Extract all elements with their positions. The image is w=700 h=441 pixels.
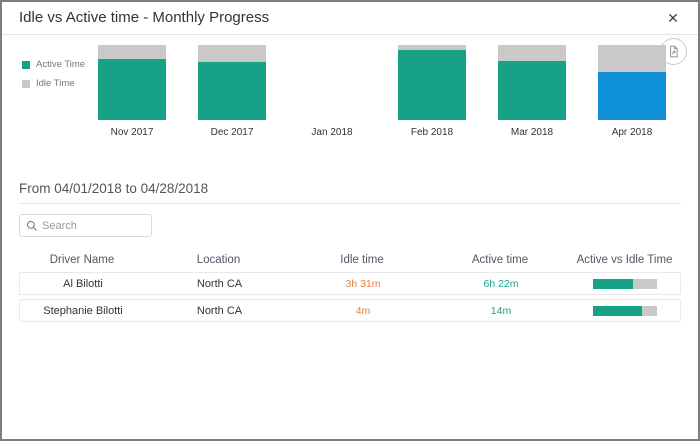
idle-segment <box>598 45 666 72</box>
active-vs-idle-bar <box>592 278 657 289</box>
search-icon <box>26 220 37 231</box>
chart-column-dec-2017[interactable]: Dec 2017 <box>182 45 282 138</box>
dialog-title: Idle vs Active time - Monthly Progress <box>19 9 270 26</box>
active-vs-idle-fill <box>592 278 634 289</box>
monthly-progress-chart: Active Time Idle Time Nov 2017 Dec 2017 Ja… <box>2 37 698 165</box>
legend-label-idle: Idle Time <box>36 78 75 89</box>
chart-column-mar-2018[interactable]: Mar 2018 <box>482 45 582 138</box>
month-label: Feb 2018 <box>410 127 454 138</box>
active-vs-idle-bar <box>592 305 657 316</box>
col-header-active-vs-idle: Active vs Idle Time <box>576 254 673 266</box>
idle-segment <box>398 45 466 51</box>
month-label: Jan 2018 <box>311 127 353 138</box>
cell-location: North CA <box>196 277 243 290</box>
table-body: Al Bilotti North CA 3h 31m 6h 22m Stephanie … <box>19 272 681 322</box>
cell-driver-name: Al Bilotti <box>63 277 103 290</box>
export-report-icon <box>667 45 680 58</box>
cell-idle-time: 4m <box>355 304 371 317</box>
cell-active-time: 14m <box>490 304 512 317</box>
col-header-location: Location <box>196 254 241 266</box>
cell-active-time: 6h 22m <box>483 277 519 290</box>
table-header: Driver Name Location Idle time Active ti… <box>19 250 681 270</box>
period-heading: From 04/01/2018 to 04/28/2018 <box>19 181 681 204</box>
idle-time-swatch <box>22 79 30 88</box>
month-label: Dec 2017 <box>210 127 254 138</box>
col-header-active-time: Active time <box>471 254 529 266</box>
cell-idle-time: 3h 31m <box>345 277 381 290</box>
active-segment <box>498 60 566 120</box>
active-time-swatch <box>22 60 30 69</box>
stacked-bar[interactable] <box>298 45 366 120</box>
stacked-bar[interactable] <box>98 45 166 120</box>
month-label: Nov 2017 <box>110 127 154 138</box>
legend-item-active: Active Time <box>22 59 85 70</box>
cell-location: North CA <box>196 304 243 317</box>
close-icon[interactable]: ✕ <box>667 10 679 26</box>
idle-segment <box>498 45 566 61</box>
chart-column-nov-2017[interactable]: Nov 2017 <box>82 45 182 138</box>
search-input[interactable] <box>42 219 151 232</box>
stacked-bar[interactable] <box>398 45 466 120</box>
chart-columns: Nov 2017 Dec 2017 Jan 2018 Feb 2018 Mar 2018… <box>82 45 682 138</box>
idle-segment <box>98 45 166 59</box>
chart-legend: Active Time Idle Time <box>22 59 85 97</box>
legend-item-idle: Idle Time <box>22 78 85 89</box>
stacked-bar[interactable] <box>598 45 666 120</box>
dialog-header: Idle vs Active time - Monthly Progress ✕ <box>2 2 698 35</box>
legend-label-active: Active Time <box>36 59 86 70</box>
idle-segment <box>198 45 266 63</box>
cell-active-vs-idle <box>569 305 680 316</box>
stacked-bar[interactable] <box>498 45 566 120</box>
table-row[interactable]: Al Bilotti North CA 3h 31m 6h 22m <box>19 272 681 295</box>
search-box[interactable] <box>19 214 152 237</box>
chart-column-jan-2018[interactable]: Jan 2018 <box>282 45 382 138</box>
col-header-driver-name: Driver Name <box>49 254 115 266</box>
month-label: Mar 2018 <box>510 127 554 138</box>
active-segment <box>198 62 266 120</box>
active-vs-idle-fill <box>592 305 643 316</box>
month-label: Apr 2018 <box>611 127 653 138</box>
chart-column-feb-2018[interactable]: Feb 2018 <box>382 45 482 138</box>
cell-driver-name: Stephanie Bilotti <box>43 304 123 317</box>
table-row[interactable]: Stephanie Bilotti North CA 4m 14m <box>19 299 681 322</box>
chart-column-apr-2018[interactable]: Apr 2018 <box>582 45 682 138</box>
stacked-bar[interactable] <box>198 45 266 120</box>
active-segment <box>98 58 166 120</box>
col-header-idle-time: Idle time <box>340 254 384 266</box>
active-segment <box>598 72 666 120</box>
active-segment <box>398 50 466 120</box>
cell-active-vs-idle <box>569 278 680 289</box>
